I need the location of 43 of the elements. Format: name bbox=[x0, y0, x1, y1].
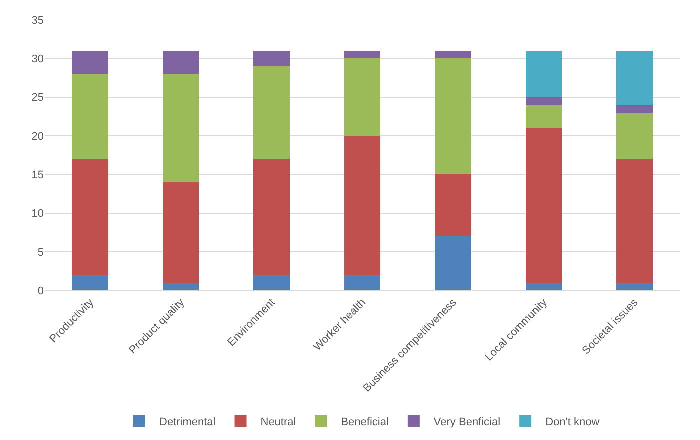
bar bbox=[526, 97, 562, 106]
legend-label: Neutral bbox=[260, 416, 296, 428]
bar bbox=[616, 105, 653, 113]
y-tick-label: 30 bbox=[32, 54, 44, 66]
bar bbox=[344, 50, 381, 59]
y-tick-label: 5 bbox=[38, 246, 44, 259]
y-tick-label: 25 bbox=[32, 92, 44, 104]
bar bbox=[616, 50, 653, 106]
bar bbox=[435, 174, 472, 236]
y-tick-label: 35 bbox=[32, 14, 44, 27]
bar bbox=[254, 159, 290, 276]
bar bbox=[254, 275, 290, 291]
y-tick-label: 0 bbox=[38, 285, 44, 298]
bar bbox=[254, 66, 290, 160]
bar bbox=[162, 50, 200, 74]
bar bbox=[616, 112, 653, 160]
bar bbox=[526, 105, 562, 128]
bar bbox=[162, 282, 200, 291]
legend-label: Very Benficial bbox=[434, 416, 501, 428]
y-tick-label: 15 bbox=[32, 169, 44, 182]
bar bbox=[526, 50, 562, 98]
legend-label: Detrimental bbox=[160, 416, 216, 428]
bar bbox=[72, 159, 108, 276]
y-tick-label: 20 bbox=[32, 130, 44, 143]
bar bbox=[344, 58, 381, 136]
legend-label: Beneficial bbox=[341, 416, 389, 428]
bar bbox=[72, 50, 108, 74]
bar bbox=[435, 50, 472, 59]
bar bbox=[526, 128, 562, 283]
legend-label: Don't know bbox=[546, 416, 600, 428]
bar bbox=[616, 282, 653, 291]
bar bbox=[435, 58, 472, 175]
bar bbox=[435, 236, 472, 291]
bar bbox=[162, 182, 200, 283]
bar bbox=[344, 136, 381, 276]
bar bbox=[526, 282, 562, 291]
bar bbox=[344, 275, 381, 291]
bar bbox=[616, 159, 653, 283]
y-tick-label: 10 bbox=[32, 208, 44, 220]
bar bbox=[72, 74, 108, 160]
bar bbox=[254, 50, 290, 66]
bar bbox=[162, 74, 200, 182]
bar bbox=[72, 275, 108, 291]
